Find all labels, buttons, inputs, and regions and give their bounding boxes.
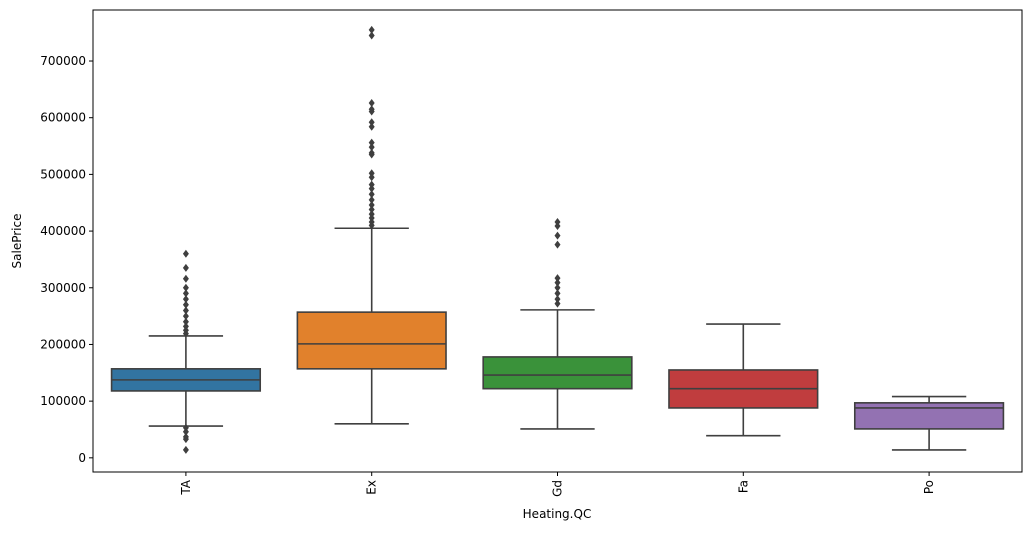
outlier-point xyxy=(182,263,189,272)
outlier-point xyxy=(368,205,375,214)
outlier-point xyxy=(554,289,561,298)
outlier-point xyxy=(182,283,189,292)
outlier-point xyxy=(368,107,375,116)
outlier-point xyxy=(368,195,375,204)
outlier-point xyxy=(368,122,375,131)
outlier-point xyxy=(182,317,189,326)
outlier-point xyxy=(182,300,189,309)
outlier-point xyxy=(182,427,189,436)
outlier-point xyxy=(368,150,375,159)
outlier-point xyxy=(368,173,375,182)
box-iqr xyxy=(296,311,447,370)
outlier-point xyxy=(368,190,375,199)
box-Gd xyxy=(482,218,633,430)
y-tick-label: 600000 xyxy=(40,111,86,125)
outlier-point xyxy=(554,221,561,230)
outlier-point xyxy=(368,201,375,210)
outlier-point xyxy=(368,31,375,40)
box-TA xyxy=(110,249,262,454)
x-tick-label: Gd xyxy=(551,480,565,497)
outlier-point xyxy=(554,231,561,240)
x-axis: TA Ex Gd Fa Po xyxy=(179,472,936,497)
outlier-point xyxy=(182,249,189,258)
y-tick-label: 500000 xyxy=(40,167,86,181)
y-tick-label: 100000 xyxy=(40,394,86,408)
outlier-point xyxy=(554,283,561,292)
outlier-point xyxy=(554,274,561,283)
outlier-point xyxy=(182,306,189,315)
outlier-point xyxy=(368,25,375,34)
outlier-point xyxy=(554,299,561,308)
outlier-point xyxy=(182,445,189,454)
x-tick-label: TA xyxy=(179,479,193,495)
outlier-point xyxy=(554,278,561,287)
x-tick-label: Po xyxy=(922,480,936,494)
y-axis: 0 100000 200000 300000 400000 500000 600000 700… xyxy=(40,54,93,465)
x-axis-label: Heating.QC xyxy=(523,507,592,521)
box-Fa xyxy=(668,323,819,437)
outlier-point xyxy=(368,184,375,193)
outlier-point xyxy=(182,274,189,283)
outlier-point xyxy=(554,240,561,249)
box-iqr xyxy=(482,356,633,390)
outlier-point xyxy=(182,435,189,444)
outlier-point xyxy=(368,118,375,127)
x-tick-label: Fa xyxy=(736,480,750,493)
y-tick-label: 300000 xyxy=(40,281,86,295)
outlier-point xyxy=(182,295,189,304)
y-tick-label: 400000 xyxy=(40,224,86,238)
y-tick-label: 200000 xyxy=(40,337,86,351)
y-tick-label: 700000 xyxy=(40,54,86,68)
outlier-point xyxy=(182,312,189,321)
outlier-point xyxy=(182,289,189,298)
outlier-point xyxy=(368,98,375,107)
outlier-point xyxy=(368,138,375,147)
plot-marks xyxy=(110,25,1005,454)
box-Po xyxy=(853,395,1005,451)
outlier-point xyxy=(368,221,375,230)
y-axis-label: SalePrice xyxy=(10,214,24,269)
outlier-point xyxy=(368,143,375,152)
outlier-point xyxy=(182,329,189,338)
outlier-point xyxy=(554,295,561,304)
box-iqr xyxy=(853,402,1005,430)
x-tick-label: Ex xyxy=(365,480,379,495)
y-tick-label: 0 xyxy=(78,451,86,465)
box-Ex xyxy=(296,25,447,425)
